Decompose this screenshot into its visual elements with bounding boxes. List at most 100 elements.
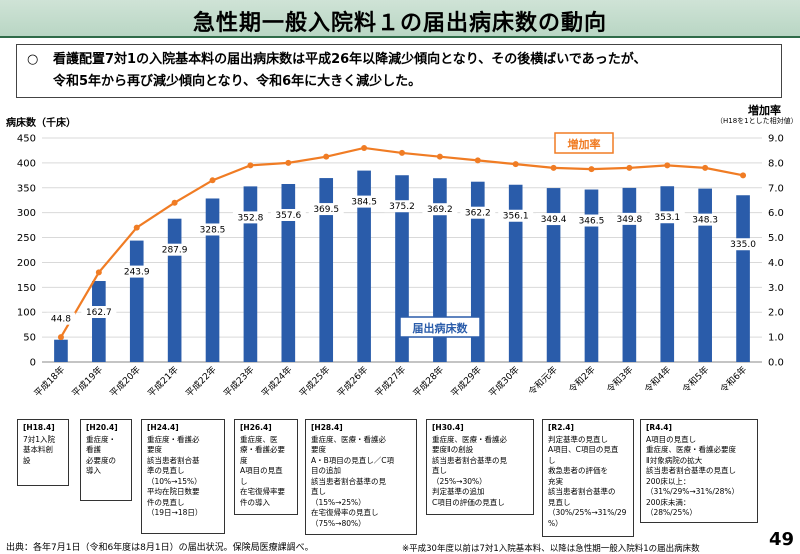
growth-point — [588, 166, 595, 173]
revision-note: [H30.4] 重症度、医療・看護必 要度Ⅱの創設 該当患者割合基準の見 直し （25%→… — [426, 419, 534, 515]
data-label: 348.3 — [692, 216, 718, 226]
data-label-bg — [308, 203, 344, 216]
revision-note-title: [H18.4] — [23, 423, 55, 432]
data-label-bg — [232, 211, 268, 224]
bar — [660, 186, 675, 362]
bar — [357, 170, 371, 362]
x-tick-label: 平成22年 — [183, 364, 219, 400]
x-tick-label: 平成26年 — [335, 364, 371, 400]
growth-point — [133, 224, 140, 231]
data-label-bg — [498, 209, 534, 222]
revision-note-line: 看護 — [86, 445, 101, 454]
bar — [205, 198, 220, 362]
y2-tick-label: 5.0 — [768, 233, 784, 244]
growth-point — [436, 153, 443, 160]
data-label: 335.0 — [730, 240, 756, 250]
x-tick-label: 平成24年 — [259, 364, 295, 400]
data-label-bg — [422, 203, 458, 216]
summary-box: ○ 看護配置7対1の入院基本料の届出病床数は平成26年以降減少傾向となり、その後… — [16, 44, 782, 98]
page-number: 49 — [768, 529, 794, 550]
revision-note-title: [R2.4] — [548, 423, 574, 432]
revision-note-line: 目の追加 — [311, 466, 341, 475]
data-label: 349.8 — [616, 215, 642, 225]
revision-note-line: Ⅱ対象病院の拡大 — [646, 455, 703, 465]
revision-note: [H28.4] 重症度、医療・看護必 要度 A・B項目の見直し／C項 目の追加 該当患者割… — [305, 419, 417, 535]
x-tick-label: 平成25年 — [297, 364, 333, 400]
bar — [395, 175, 409, 362]
legend-growth-label: 増加率 — [568, 137, 601, 151]
data-label: 243.9 — [124, 268, 150, 278]
revision-note-line: 重症度、医療・看護必 — [311, 434, 386, 444]
revision-note-line: 平均在院日数要 — [147, 487, 200, 496]
data-label: 352.8 — [238, 213, 264, 223]
revision-note-line: 重症度、医 — [240, 434, 278, 444]
bar — [622, 187, 637, 362]
revision-note: [H26.4] 重症度、医 療・看護必要度 A項目の見直し在宅復帰率要 件の導入 — [234, 419, 298, 515]
bar — [92, 281, 106, 362]
bar — [281, 183, 296, 362]
bar — [167, 218, 182, 362]
revision-note: [H18.4] 7対1入院 基本料創設 — [17, 419, 69, 486]
x-tick-label: 令和6年 — [718, 364, 750, 396]
x-tick-label: 平成30年 — [486, 364, 522, 400]
growth-point — [171, 199, 178, 206]
growth-point — [550, 164, 557, 171]
y-tick-label: 200 — [17, 258, 36, 269]
y-tick-label: 300 — [17, 208, 36, 219]
data-label-bg — [270, 208, 306, 221]
revision-note-line: 要度 — [147, 445, 162, 454]
y2-tick-label: 9.0 — [768, 134, 784, 145]
y2-tick-label: 8.0 — [768, 158, 784, 169]
revision-note-line: 必要度の — [86, 455, 116, 465]
revision-note-line: 導入 — [86, 466, 101, 475]
revision-note-title: [H30.4] — [432, 423, 464, 432]
y2-axis-label: 増加率 — [748, 104, 781, 117]
data-label-bg — [346, 195, 382, 208]
revision-note-title: [H26.4] — [240, 423, 272, 432]
revision-note-line: し — [548, 455, 556, 465]
y-tick-label: 450 — [17, 134, 36, 145]
revision-note-line: %） — [548, 518, 563, 528]
revision-note-line: （25%→30%） — [432, 476, 487, 486]
y-tick-label: 50 — [23, 333, 36, 344]
growth-point — [95, 269, 102, 276]
footer-source: 出典：各年7月1日（令和6年度は8月1日）の届出状況。保険局医療課調べ。 — [6, 543, 314, 553]
y2-axis-sublabel: （H18を1とした相対値） — [716, 117, 798, 125]
revision-note: [R2.4] 判定基準の見直し A項目、C項目の見直し救急患者の評価を 充実 該当患者割… — [542, 419, 634, 537]
growth-point — [209, 177, 216, 184]
legend-growth-box — [554, 132, 614, 154]
revision-note-line: 在宅復帰率の見直し — [311, 508, 379, 517]
bar — [319, 178, 334, 362]
bar — [433, 178, 447, 362]
revision-note-line: 該当患者割合基準の見 — [311, 476, 386, 486]
revision-note-line: 度 — [240, 455, 248, 465]
revision-note-line: 200床未満： — [646, 497, 691, 507]
revision-note-line: A項目の見直 — [240, 466, 283, 475]
revision-note-line: C項目の評価の見直し — [432, 497, 505, 507]
footer-note: ※平成30年度以前は7対1入院基本料、以降は急性期一般入院料1の届出病床数 — [402, 544, 700, 554]
x-tick-label: 平成23年 — [221, 364, 257, 400]
data-label: 384.5 — [351, 198, 377, 208]
data-label: 44.8 — [51, 315, 71, 325]
y2-tick-label: 6.0 — [768, 208, 784, 219]
revision-note: [R4.4] A項目の見直し 重症度、医療・看護必要度 Ⅱ対象病院の拡大 該当患者割合基… — [640, 419, 758, 523]
revision-note-line: （31%/29%→31%/28%） — [646, 487, 740, 496]
revision-note-line: 重症度・看護必 — [147, 434, 200, 444]
revision-note-line: 件の見直し — [147, 497, 185, 507]
revision-note-line: A項目、C項目の見直 — [548, 445, 619, 454]
revision-note-line: 準の見直し — [147, 466, 185, 475]
revision-note-line: （19日→18日） — [147, 508, 203, 517]
revision-note-line: 重症度・ — [86, 434, 116, 444]
revision-note-line: 直し — [311, 487, 326, 496]
revision-note-line: 重症度、医療・看護必要度 — [646, 445, 736, 454]
data-label-bg — [81, 306, 117, 319]
y-tick-label: 400 — [17, 158, 36, 169]
revision-note-line: A・B項目の見直し／C項 — [311, 455, 395, 465]
revision-note-line: （75%→80%） — [311, 518, 366, 528]
growth-point — [702, 164, 709, 171]
data-label-bg — [157, 243, 193, 256]
data-label-bg — [725, 238, 761, 251]
revision-note-line: 直し — [432, 466, 447, 475]
bar — [54, 339, 68, 362]
